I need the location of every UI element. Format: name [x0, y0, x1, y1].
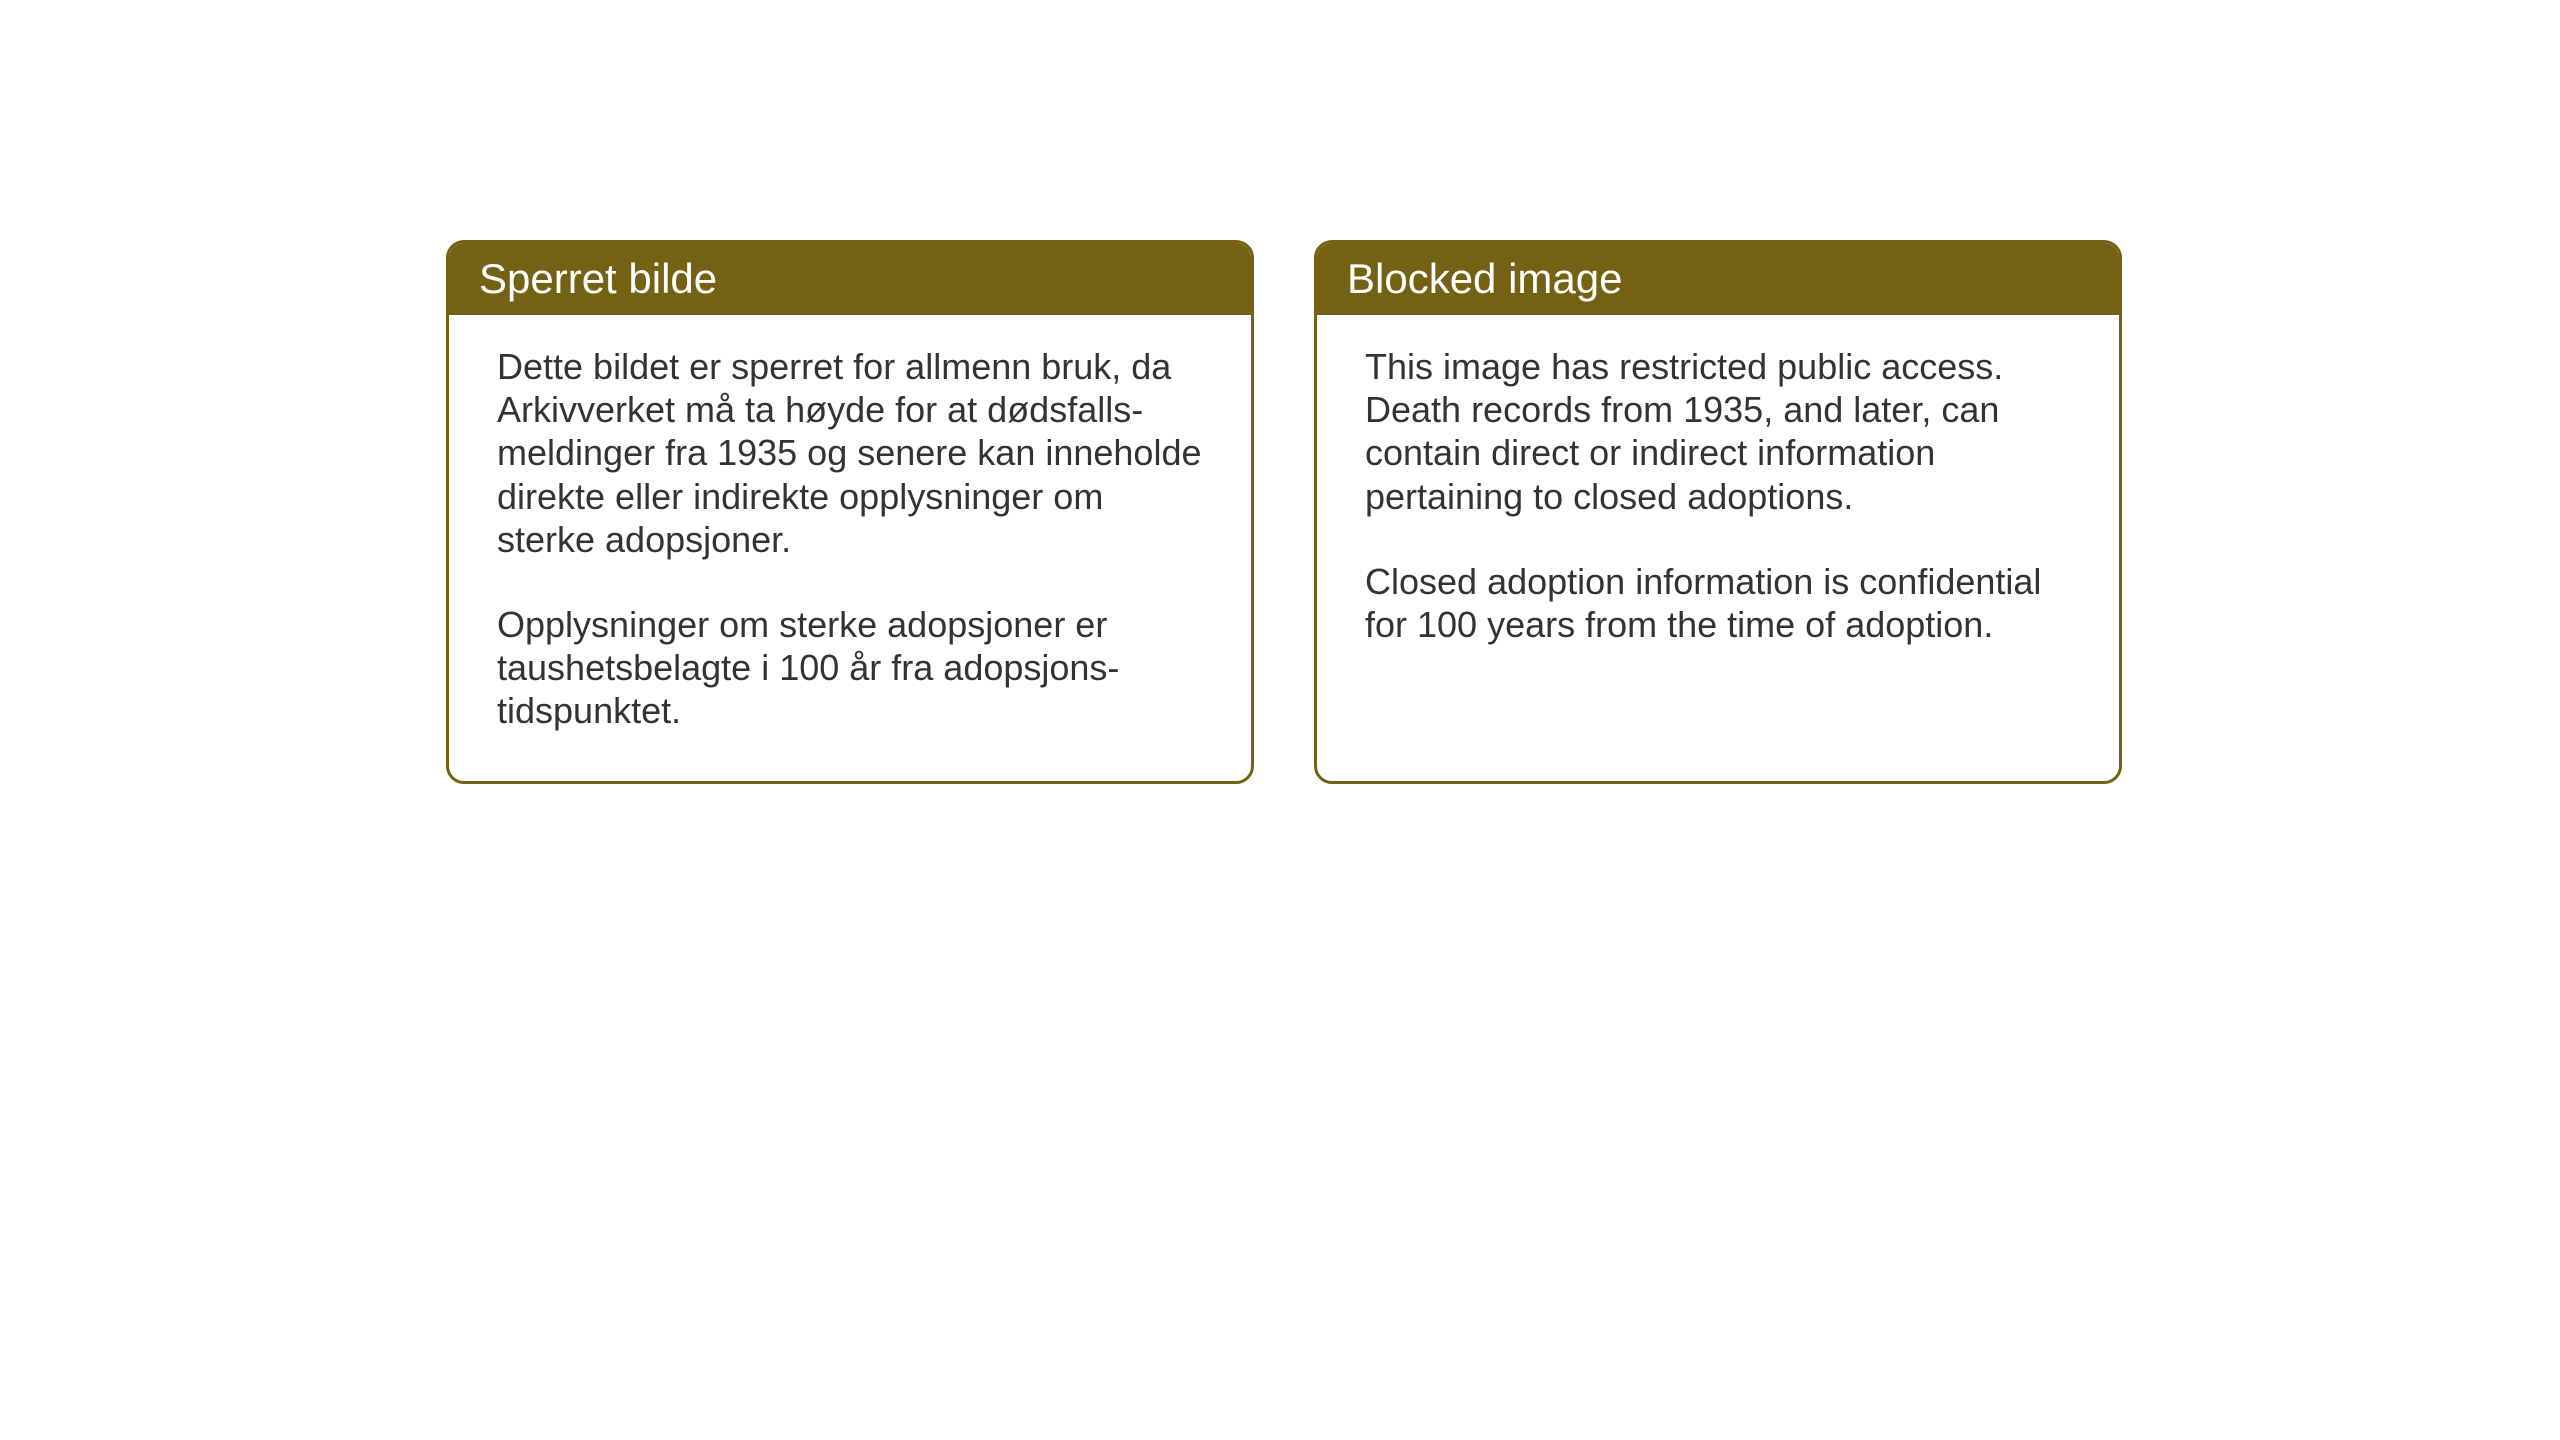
card-paragraph-2-norwegian: Opplysninger om sterke adopsjoner er tau… [497, 603, 1203, 733]
cards-container: Sperret bilde Dette bildet er sperret fo… [446, 240, 2122, 784]
card-title-norwegian: Sperret bilde [479, 255, 717, 302]
card-header-norwegian: Sperret bilde [449, 243, 1251, 315]
blocked-image-card-english: Blocked image This image has restricted … [1314, 240, 2122, 784]
card-paragraph-2-english: Closed adoption information is confident… [1365, 560, 2071, 646]
card-paragraph-1-english: This image has restricted public access.… [1365, 345, 2071, 518]
card-header-english: Blocked image [1317, 243, 2119, 315]
card-body-norwegian: Dette bildet er sperret for allmenn bruk… [449, 315, 1251, 781]
card-body-english: This image has restricted public access.… [1317, 315, 2119, 727]
blocked-image-card-norwegian: Sperret bilde Dette bildet er sperret fo… [446, 240, 1254, 784]
card-title-english: Blocked image [1347, 255, 1622, 302]
card-paragraph-1-norwegian: Dette bildet er sperret for allmenn bruk… [497, 345, 1203, 561]
